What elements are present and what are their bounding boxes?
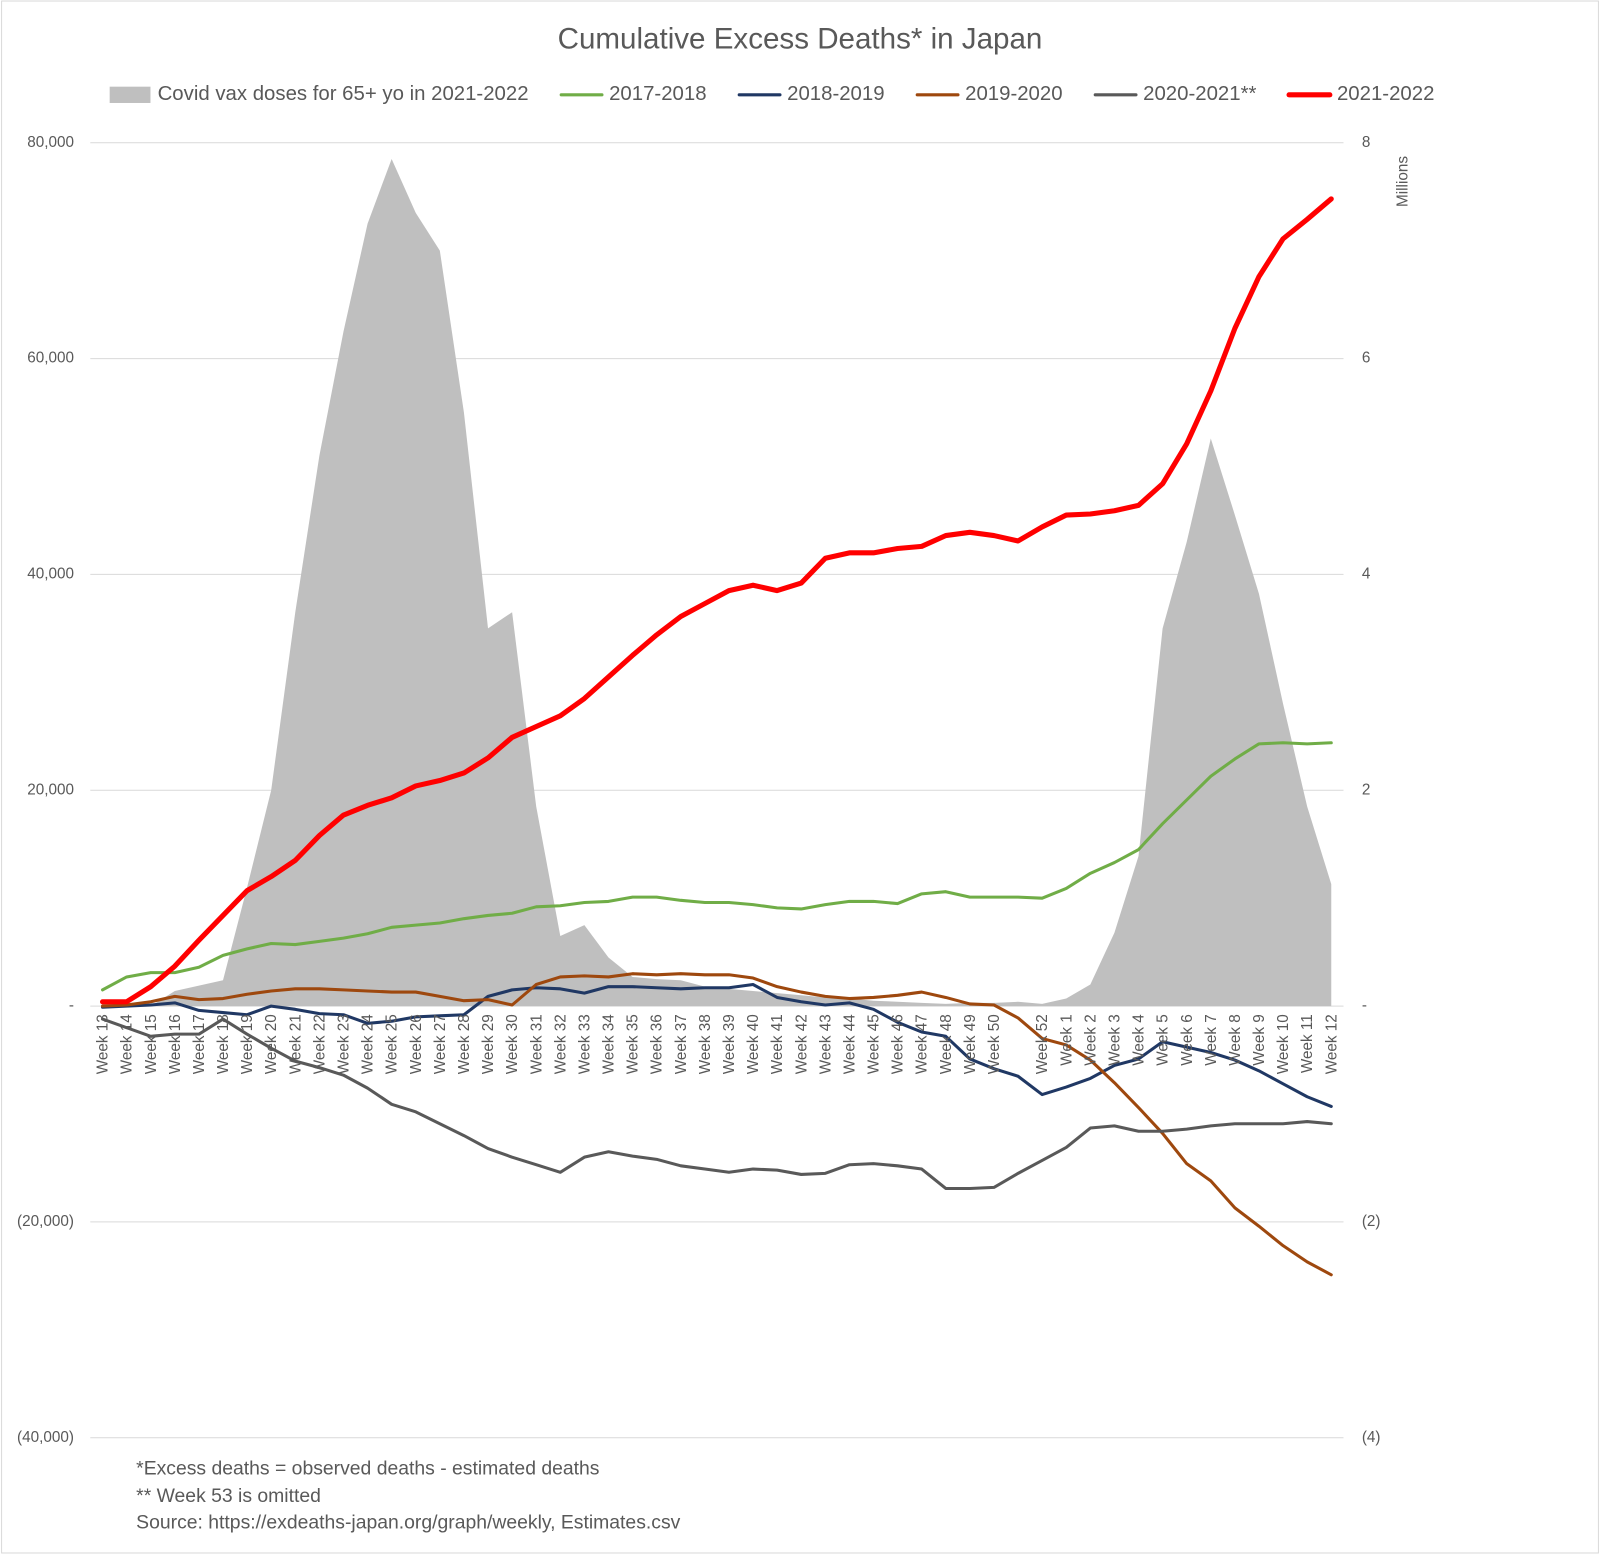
legend-swatch [109, 86, 151, 103]
x-tick-label: Week 29 [480, 1014, 497, 1074]
y2-tick-label: 4 [1362, 565, 1371, 582]
y2-tick-label: 6 [1362, 350, 1371, 367]
x-tick-label: Week 40 [745, 1014, 762, 1074]
x-tick-label: Week 30 [504, 1014, 521, 1074]
legend: Covid vax doses for 65+ yo in 2021-2022 2… [109, 83, 1434, 105]
y-tick-label: (20,000) [17, 1213, 74, 1230]
y-tick-label: (40,000) [17, 1429, 74, 1446]
x-tick-label: Week 12 [1323, 1014, 1340, 1074]
y-tick-label: 60,000 [27, 350, 74, 367]
x-tick-label: Week 9 [1251, 1014, 1268, 1066]
x-tick-label: Week 52 [1034, 1014, 1051, 1074]
x-tick-label: Week 19 [239, 1014, 256, 1074]
x-tick-label: Week 41 [769, 1014, 786, 1074]
footnote: ** Week 53 is omitted [136, 1485, 321, 1507]
y2-tick-label: 8 [1362, 134, 1371, 151]
footnote: Source: https://exdeaths-japan.org/graph… [136, 1512, 680, 1534]
x-tick-label: Week 5 [1155, 1014, 1172, 1066]
legend-label: 2019-2020 [965, 83, 1062, 105]
legend-label: 2018-2019 [787, 83, 884, 105]
x-tick-label: Week 1 [1058, 1014, 1075, 1066]
line [101, 1017, 1333, 1191]
x-tick-label: Week 46 [890, 1014, 907, 1074]
x-tick-label: Week 28 [456, 1014, 473, 1074]
x-tick-label: Week 21 [287, 1014, 304, 1074]
x-tick-label: Week 17 [191, 1014, 208, 1074]
y2-tick-label: (4) [1362, 1429, 1381, 1446]
line [101, 972, 1333, 1277]
labels: 80,000 60,000 40,000 20,000 - (20,000) (40,000… [17, 134, 1380, 1446]
line [101, 982, 1333, 1108]
x-tick-label: Week 6 [1179, 1014, 1196, 1066]
x-tick-label: Week 2 [1082, 1014, 1099, 1066]
y-tick-label: 40,000 [27, 565, 74, 582]
y2-tick-label: 2 [1362, 781, 1371, 798]
x-tick-label: Week 7 [1203, 1014, 1220, 1066]
x-tick-label: Week 14 [119, 1014, 136, 1075]
x-tick-label: Week 49 [962, 1014, 979, 1074]
y2-tick-label: - [1362, 997, 1367, 1014]
x-tick-label: Week 33 [576, 1014, 593, 1074]
x-tick-label: Week 4 [1131, 1014, 1148, 1066]
legend-label: 2020-2021** [1143, 83, 1256, 105]
y-tick-label: 20,000 [27, 781, 74, 798]
x-tick-label: Week 26 [408, 1014, 425, 1074]
x-tick-label: Week 44 [841, 1014, 858, 1075]
x-tick-label: Week 48 [938, 1014, 955, 1074]
x-tick-label: Week 22 [311, 1014, 328, 1074]
footnote: *Excess deaths = observed deaths - estim… [136, 1457, 599, 1479]
x-tick-label: Week 36 [649, 1014, 666, 1074]
x-tick-label: Week 37 [673, 1014, 690, 1074]
chart-title: Cumulative Excess Deaths* in Japan [558, 23, 1043, 56]
legend-label: 2021-2022 [1337, 83, 1434, 105]
x-tick-label: Week 20 [263, 1014, 280, 1074]
line [101, 741, 1333, 992]
x-tick-label: Week 35 [625, 1014, 642, 1074]
x-tick-label: Week 24 [360, 1014, 377, 1075]
x-tick-label: Week 27 [432, 1014, 449, 1074]
x-tick-label: Week 18 [215, 1014, 232, 1074]
x-tick-label: Week 50 [986, 1014, 1003, 1074]
y2-axis-label: Millions [1395, 156, 1412, 207]
x-tick-label: Week 13 [95, 1014, 112, 1074]
plot [99, 158, 1334, 1277]
x-tick-label: Week 31 [528, 1014, 545, 1074]
x-tick-label: Week 47 [914, 1014, 931, 1074]
x-tick-label: Week 39 [721, 1014, 738, 1074]
x-tick-label: Week 23 [336, 1014, 353, 1074]
area [102, 158, 1332, 1007]
x-tick-label: Week 25 [384, 1014, 401, 1074]
x-tick-label: Week 3 [1106, 1014, 1123, 1066]
y-tick-label: 80,000 [27, 134, 74, 151]
y-tick-label: - [69, 997, 74, 1014]
x-tick-label: Week 11 [1299, 1014, 1316, 1073]
x-tick-label: Week 34 [601, 1014, 618, 1075]
x-tick-label: Week 45 [866, 1014, 883, 1074]
x-tick-label: Week 10 [1275, 1014, 1292, 1074]
legend-label: Covid vax doses for 65+ yo in 2021-2022 [158, 83, 529, 105]
line [99, 196, 1334, 1005]
x-tick-label: Week 15 [143, 1014, 160, 1074]
x-tick-label: Week 16 [167, 1014, 184, 1074]
x-tick-label: Week 32 [552, 1014, 569, 1074]
y2-tick-label: (2) [1362, 1213, 1381, 1230]
legend-label: 2017-2018 [609, 83, 706, 105]
x-tick-label: Week 43 [817, 1014, 834, 1074]
x-tick-label: Week 42 [793, 1014, 810, 1074]
x-tick-label: Week 8 [1227, 1014, 1244, 1066]
x-tick-label: Week 38 [697, 1014, 714, 1074]
